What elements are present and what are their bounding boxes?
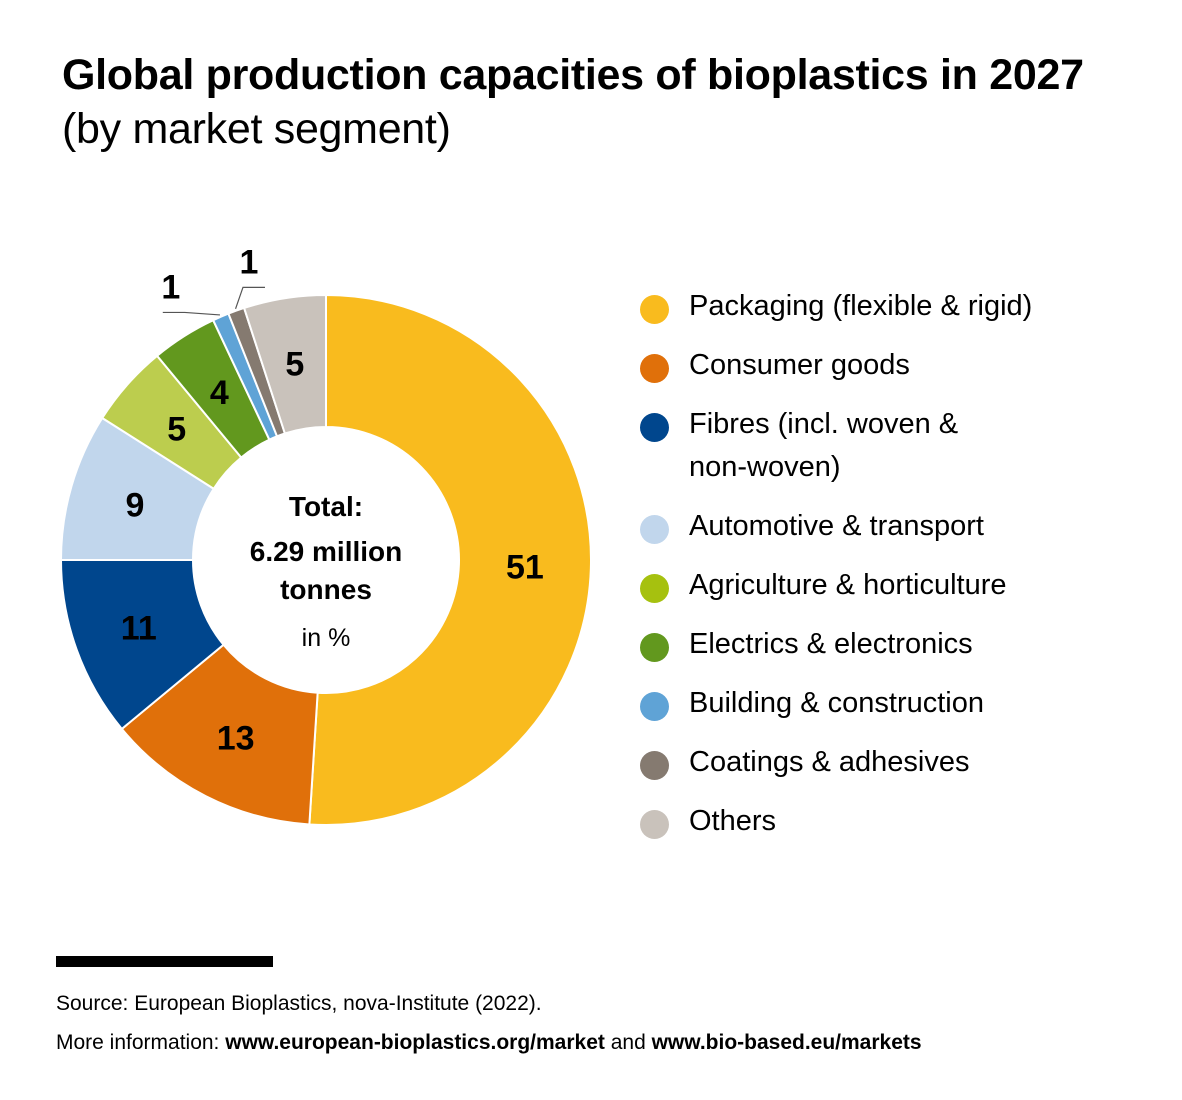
legend-label-line: Consumer goods: [689, 349, 910, 381]
legend-item-agriculture-horticulture: Agriculture & horticulture: [640, 569, 1160, 607]
more-info-prefix: More information:: [56, 1031, 226, 1054]
slice-label-packaging-flexible-rigid: 51: [506, 548, 544, 586]
legend-swatch: [640, 413, 669, 442]
chart-title: Global production capacities of bioplast…: [62, 48, 1142, 156]
link-bio-based[interactable]: www.bio-based.eu/markets: [651, 1031, 922, 1054]
legend-label: Others: [689, 800, 776, 843]
link-european-bioplastics[interactable]: www.european-bioplastics.org/market: [225, 1031, 605, 1054]
legend-item-building-construction: Building & construction: [640, 687, 1160, 725]
legend-swatch: [640, 810, 669, 839]
legend-swatch: [640, 692, 669, 721]
legend-label: Agriculture & horticulture: [689, 564, 1007, 607]
legend-label-line: Fibres (incl. woven &: [689, 408, 959, 440]
slice-label-consumer-goods: 13: [217, 719, 255, 757]
more-info-and: and: [604, 1031, 652, 1054]
legend-label: Fibres (incl. woven & non-woven): [689, 403, 958, 489]
slice-label-building-construction: 1: [161, 268, 180, 306]
slice-label-fibres-incl-woven-non-woven: 11: [121, 609, 157, 647]
legend-swatch: [640, 295, 669, 324]
slice-label-automotive-transport: 9: [125, 486, 144, 524]
legend-label: Consumer goods: [689, 344, 910, 387]
center-percent-note: in %: [302, 624, 351, 652]
slice-label-agriculture-horticulture: 5: [167, 410, 186, 448]
legend-item-others: Others: [640, 805, 1160, 843]
leader-line-coatings-adhesives: [234, 286, 265, 309]
center-total-unit: tonnes: [280, 574, 372, 605]
legend-swatch: [640, 574, 669, 603]
legend-label-line: Automotive & transport: [689, 510, 984, 542]
legend-item-consumer-goods: Consumer goods: [640, 349, 1160, 387]
legend-item-packaging-flexible-rigid: Packaging (flexible & rigid): [640, 290, 1160, 328]
legend-item-electrics-electronics: Electrics & electronics: [640, 628, 1160, 666]
legend-label: Automotive & transport: [689, 505, 984, 548]
legend-label-line: Electrics & electronics: [689, 628, 973, 660]
source-note: Source: European Bioplastics, nova-Insti…: [56, 992, 542, 1015]
legend-item-coatings-adhesives: Coatings & adhesives: [640, 746, 1160, 784]
chart-title-light: (by market segment): [62, 105, 451, 153]
legend-label-line: Coatings & adhesives: [689, 746, 970, 778]
legend-item-fibres-incl-woven: Fibres (incl. woven & non-woven): [640, 408, 1160, 489]
slice-label-coatings-adhesives: 1: [240, 243, 259, 281]
legend-label: Building & construction: [689, 682, 984, 725]
footer-divider: [56, 956, 273, 967]
legend-swatch: [640, 633, 669, 662]
slice-label-others: 5: [285, 345, 304, 383]
legend-item-automotive-transport: Automotive & transport: [640, 510, 1160, 548]
slice-others: [242, 293, 327, 435]
legend-swatch: [640, 354, 669, 383]
legend-label-line: non-woven): [689, 451, 841, 483]
slice-packaging-flexible-rigid: [308, 293, 592, 826]
leader-line-building-construction: [162, 311, 221, 316]
donut-slices: [59, 293, 592, 826]
legend-label-line: Building & construction: [689, 687, 984, 719]
legend-label-line: Packaging (flexible & rigid): [689, 290, 1033, 322]
legend-label: Electrics & electronics: [689, 623, 973, 666]
chart-title-bold: Global production capacities of bioplast…: [62, 51, 1084, 99]
slice-label-electrics-electronics: 4: [210, 374, 229, 412]
legend-label-line: Others: [689, 805, 777, 837]
legend-swatch: [640, 515, 669, 544]
center-total-value: 6.29 million: [250, 536, 403, 567]
legend-label-line: Agriculture & horticulture: [689, 569, 1007, 601]
center-total-label: Total:: [289, 491, 363, 522]
leader-lines: [162, 286, 265, 316]
chart-legend: Packaging (flexible & rigid) Consumer goo…: [640, 290, 1160, 865]
legend-label: Packaging (flexible & rigid): [689, 285, 1032, 328]
legend-label: Coatings & adhesives: [689, 741, 970, 784]
legend-swatch: [640, 751, 669, 780]
more-info: More information: www.european-bioplasti…: [56, 1030, 922, 1056]
